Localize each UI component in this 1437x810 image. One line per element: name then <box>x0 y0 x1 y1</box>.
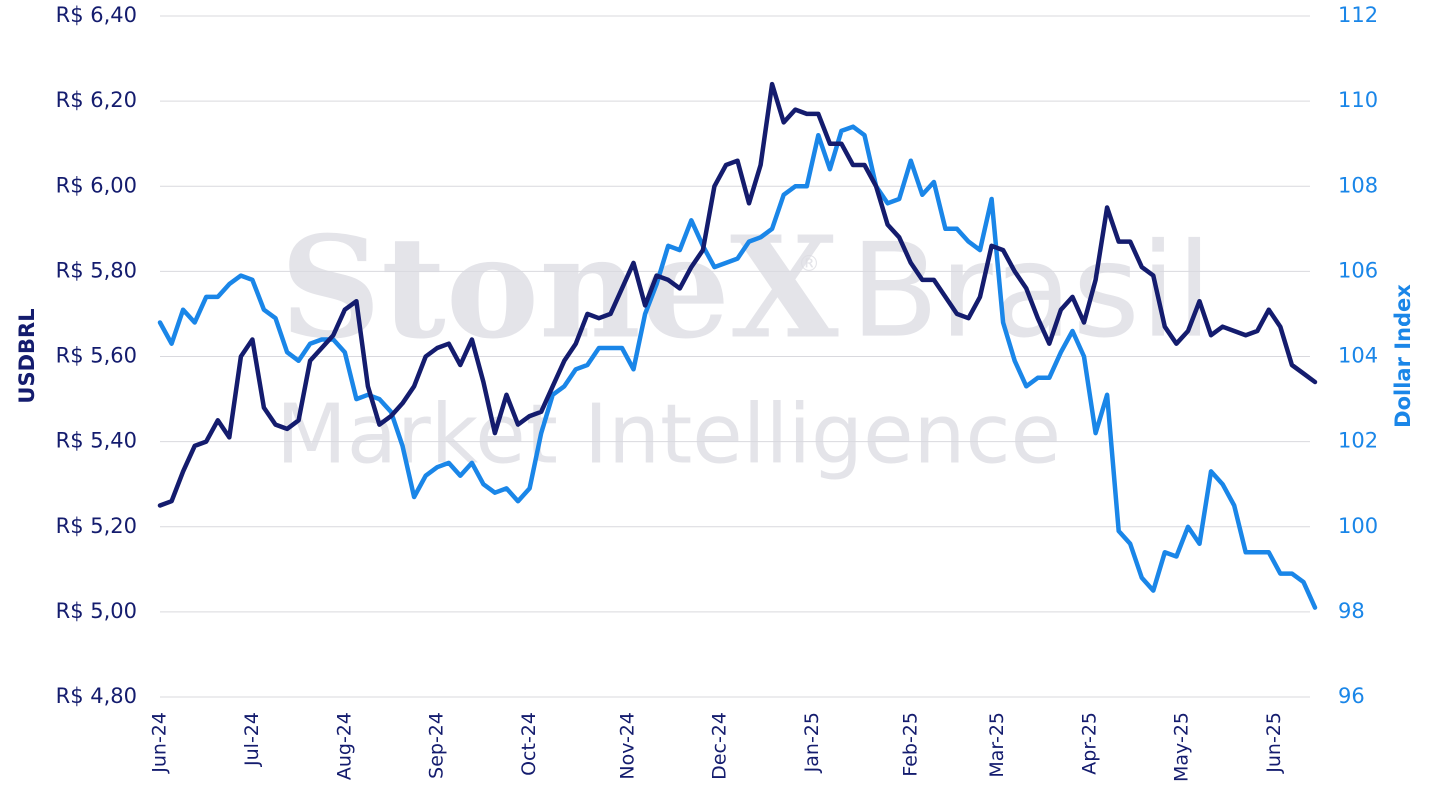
watermark-suffix: Brasil <box>850 215 1212 367</box>
x-tick-label: May-25 <box>1171 712 1193 782</box>
y-axis-label: USDBRL <box>15 308 39 403</box>
x-tick-label: Sep-24 <box>426 712 448 779</box>
watermark-subtitle: Market Intelligence <box>276 387 1061 482</box>
y-tick-label: R$ 5,20 <box>56 514 137 538</box>
y2-tick-label: 112 <box>1338 3 1378 27</box>
y-tick-label: R$ 5,40 <box>56 429 137 453</box>
y2-tick-label: 96 <box>1338 684 1365 708</box>
y2-tick-label: 98 <box>1338 599 1365 623</box>
y2-tick-label: 106 <box>1338 258 1378 282</box>
y2-tick-label: 110 <box>1338 88 1378 112</box>
y2-tick-label: 104 <box>1338 344 1378 368</box>
y2-tick-label: 108 <box>1338 173 1378 197</box>
line <box>157 124 1318 610</box>
y-tick-label: R$ 6,20 <box>56 88 137 112</box>
x-tick-label: Feb-25 <box>899 712 921 777</box>
y-tick-label: R$ 6,40 <box>56 3 137 27</box>
x-tick-label: Jun-25 <box>1263 712 1285 774</box>
y-tick-label: R$ 6,00 <box>56 173 137 197</box>
y2-tick-label: 100 <box>1338 514 1378 538</box>
x-tick-label: Jan-25 <box>801 712 823 773</box>
x-tick-label: Jun-24 <box>149 712 171 774</box>
y-tick-label: R$ 5,00 <box>56 599 137 623</box>
x-tick-label: Aug-24 <box>333 712 355 780</box>
watermark-mark: ® <box>798 252 820 277</box>
y-tick-label: R$ 5,60 <box>56 344 137 368</box>
y-tick-label: R$ 4,80 <box>56 684 137 708</box>
x-tick-label: Dec-24 <box>709 712 731 780</box>
watermark-brand: StoneX <box>280 207 839 371</box>
x-tick-label: Oct-24 <box>518 712 540 776</box>
y2-axis-label: Dollar Index <box>1391 284 1415 428</box>
x-tick-label: Nov-24 <box>616 712 638 780</box>
x-tick-label: Mar-25 <box>986 712 1008 778</box>
y2-tick-label: 102 <box>1338 429 1378 453</box>
line <box>157 81 1318 508</box>
y-tick-label: R$ 5,80 <box>56 258 137 282</box>
x-tick-label: Jul-24 <box>241 712 263 767</box>
x-tick-label: Apr-25 <box>1078 712 1100 775</box>
